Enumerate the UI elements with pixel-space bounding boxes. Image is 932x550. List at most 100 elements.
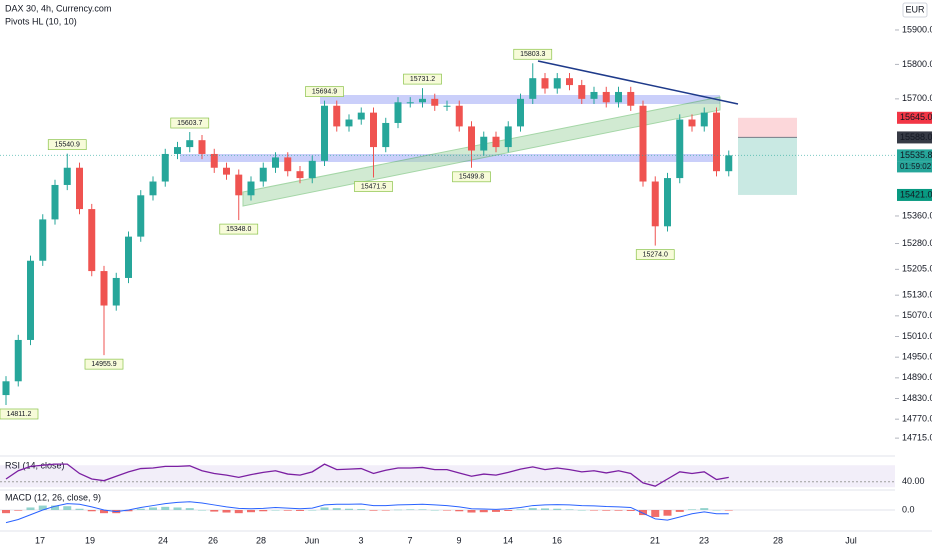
macd-hist <box>14 510 23 511</box>
macd-hist <box>161 506 170 510</box>
macd-hist <box>332 508 341 510</box>
macd-hist <box>185 508 194 510</box>
candle-body <box>468 126 475 151</box>
macd-hist <box>247 510 255 513</box>
macd-hist <box>541 508 549 510</box>
rising-channel <box>242 96 721 207</box>
x-tick-label: 7 <box>407 535 412 545</box>
x-tick-label: 17 <box>35 535 45 545</box>
candle-body <box>651 181 659 227</box>
main-pane <box>2 63 733 405</box>
macd-hist <box>406 509 415 510</box>
candle-body <box>174 147 181 154</box>
macd-hist <box>283 510 292 511</box>
candle-body <box>39 219 47 261</box>
macd-hist <box>345 508 353 510</box>
macd-line <box>5 501 729 524</box>
candle-body <box>529 78 537 99</box>
macd-hist <box>63 506 72 510</box>
macd-hist <box>51 505 59 510</box>
macd-hist <box>724 510 733 511</box>
candle-body <box>443 105 451 107</box>
candle-body <box>137 195 145 237</box>
stop-zone <box>738 117 797 138</box>
macd-hist <box>149 507 157 510</box>
x-tick-label: 23 <box>699 535 709 545</box>
macd-hist <box>234 510 243 514</box>
candle-body <box>406 102 414 104</box>
macd-hist <box>430 510 439 511</box>
macd-hist <box>455 510 464 512</box>
macd-hist <box>2 510 10 514</box>
price-tag <box>897 149 932 162</box>
candle-body <box>272 157 279 168</box>
x-tick-label: 19 <box>85 535 95 545</box>
pivot-label: 15348.0 <box>226 226 251 233</box>
x-tick-label: 3 <box>358 535 363 545</box>
candle-body <box>223 167 230 175</box>
candle-body <box>345 119 353 127</box>
pivot-label: 14955.9 <box>91 361 116 368</box>
pivot-label: 15694.9 <box>312 88 337 95</box>
candle-body <box>602 91 610 103</box>
price-tag <box>897 188 932 201</box>
pivot-box <box>47 139 87 151</box>
macd-hist <box>712 510 721 511</box>
candle-body <box>382 122 390 148</box>
y-tick-label: 14890.0 <box>902 372 932 382</box>
pivot-label: 15274.0 <box>643 251 668 258</box>
currency-box[interactable] <box>902 2 928 18</box>
macd-hist <box>418 509 427 510</box>
candle-body <box>186 140 194 148</box>
candle-body <box>198 140 206 154</box>
macd-hist <box>700 508 709 510</box>
candle-body <box>51 184 59 220</box>
macd-hist <box>369 510 378 511</box>
macd-hist <box>173 507 182 510</box>
macd-hist <box>577 510 586 511</box>
macd-hist <box>516 509 525 510</box>
candle-body <box>419 98 426 103</box>
macd-tick-label: 0.0 <box>902 504 915 514</box>
candle-body <box>676 119 684 179</box>
y-tick-label: 14715.0 <box>902 432 932 442</box>
candle-body <box>247 181 255 196</box>
y-tick-label: 14950.0 <box>902 352 932 362</box>
pivot-box <box>354 181 393 192</box>
indicator-label: Pivots HL (10, 10) <box>5 16 77 26</box>
pivot-label: 15803.3 <box>520 51 545 58</box>
rsi-tick-label: 40.00 <box>902 476 925 486</box>
macd-hist <box>296 510 304 511</box>
candle-body <box>725 155 733 172</box>
x-tick-label: 14 <box>503 535 513 545</box>
macd-hist <box>26 507 35 510</box>
candle-body <box>578 85 586 99</box>
candle-body <box>2 381 10 396</box>
macd-hist <box>75 508 84 510</box>
pivot-box <box>513 48 553 60</box>
pivot-label: 15731.2 <box>410 76 435 83</box>
candle-body <box>492 136 500 148</box>
pivot-box <box>0 408 39 420</box>
x-tick-label: Jul <box>845 535 857 545</box>
candle-body <box>161 153 169 182</box>
trend-line <box>537 60 739 105</box>
pivot-box <box>219 223 259 235</box>
pivot-label: 14811.2 <box>7 411 32 418</box>
macd-hist <box>320 507 329 510</box>
candle-body <box>480 136 488 151</box>
macd-hist <box>614 510 623 511</box>
macd-hist <box>479 510 488 513</box>
pivot-label: 15603.7 <box>177 120 202 127</box>
pivot-box <box>84 358 124 370</box>
candle-body <box>308 160 316 179</box>
macd-hist <box>590 510 598 511</box>
countdown-box <box>897 161 932 173</box>
macd-hist <box>553 508 562 510</box>
candle-body <box>553 78 561 89</box>
macd-hist <box>136 508 145 510</box>
candle-body <box>664 178 671 227</box>
y-tick-label: 15070.0 <box>902 310 932 320</box>
